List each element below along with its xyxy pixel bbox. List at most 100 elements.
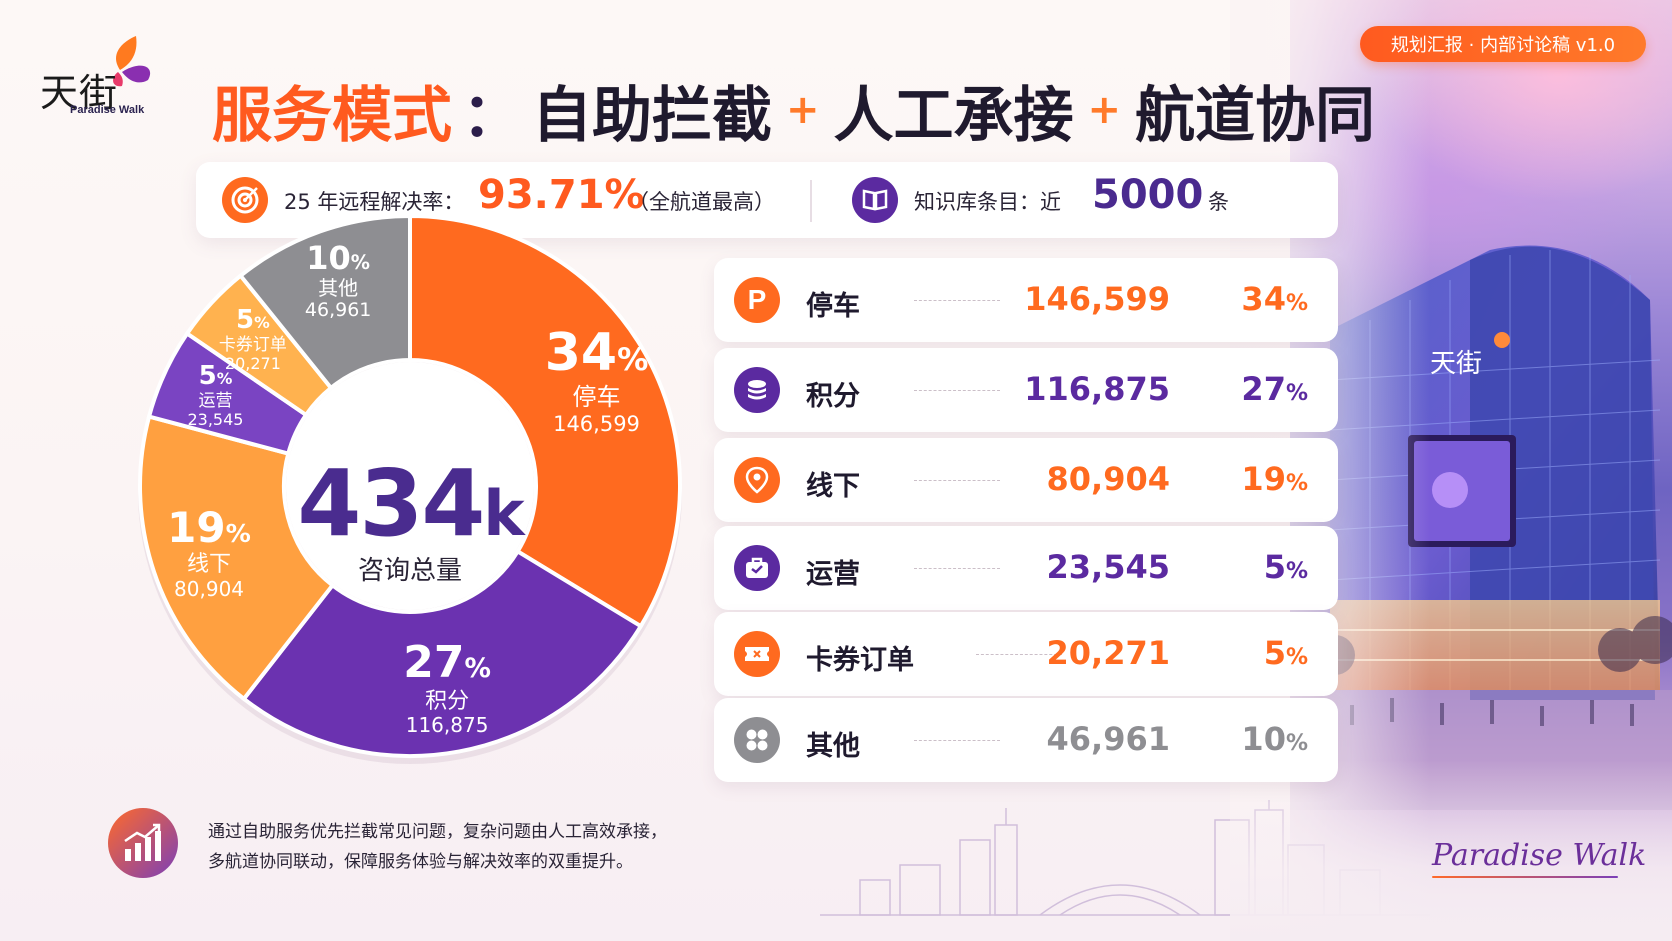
list-row-pct: 10% bbox=[1241, 720, 1308, 758]
butterfly-logo-icon bbox=[113, 36, 151, 87]
mall-photo: 天街 bbox=[1274, 0, 1672, 941]
list-row-leader bbox=[914, 480, 1000, 481]
grid-icon bbox=[734, 717, 780, 763]
list-row-leader bbox=[914, 300, 1000, 301]
location-pin-icon bbox=[734, 457, 780, 503]
donut-label-pct-value: 5 bbox=[236, 304, 255, 335]
list-row-name: 卡券订单 bbox=[806, 645, 914, 676]
donut-label-pct-suffix: % bbox=[464, 653, 491, 685]
list-row-3: 运营 23,545 5% bbox=[714, 526, 1338, 610]
list-row-pct-suffix: % bbox=[1285, 471, 1308, 496]
script-logo-underline bbox=[1432, 876, 1618, 878]
list-row-name: 运营 bbox=[806, 559, 860, 590]
list-row-pct-suffix: % bbox=[1285, 559, 1308, 584]
donut-label-name: 其他 bbox=[318, 276, 359, 301]
donut-label-pct-suffix: % bbox=[225, 519, 251, 549]
donut-label-value: 23,545 bbox=[187, 410, 244, 430]
list-row-pct-suffix: % bbox=[1285, 645, 1308, 670]
page-title: 服务模式 ： 自助拦截 + 人工承接 + 航道协同 bbox=[212, 70, 1375, 151]
donut-center bbox=[286, 362, 534, 610]
list-row-count: 146,599 bbox=[1024, 280, 1170, 318]
ticket-icon bbox=[734, 631, 780, 677]
list-row-count: 20,271 bbox=[1046, 634, 1170, 672]
list-row-0: P 停车 146,599 34% bbox=[714, 258, 1338, 342]
donut-label-value: 116,875 bbox=[405, 713, 489, 738]
list-row-pct-value: 5 bbox=[1263, 634, 1286, 672]
center-total-value: 434 bbox=[297, 450, 485, 557]
donut-label-value: 20,271 bbox=[224, 354, 281, 374]
list-row-name: 线下 bbox=[806, 471, 860, 502]
list-row-pct: 34% bbox=[1241, 280, 1308, 318]
list-row-pct: 5% bbox=[1264, 548, 1308, 586]
donut-slice-5 bbox=[237, 213, 412, 391]
donut-label-name: 积分 bbox=[425, 688, 470, 714]
donut-label-pct-suffix: % bbox=[350, 251, 371, 275]
list-row-pct-value: 34 bbox=[1241, 280, 1286, 318]
list-row-count: 116,875 bbox=[1024, 370, 1170, 408]
donut-label-name: 线下 bbox=[187, 552, 232, 578]
list-row-2: 线下 80,904 19% bbox=[714, 438, 1338, 522]
list-row-pct: 19% bbox=[1241, 460, 1308, 498]
donut-label-pct: 10% bbox=[263, 240, 413, 277]
list-row-count: 46,961 bbox=[1046, 720, 1170, 758]
donut-label-pct: 27% bbox=[372, 637, 522, 689]
donut-label-value: 146,599 bbox=[553, 411, 640, 436]
list-row-1: 积分 116,875 27% bbox=[714, 348, 1338, 432]
title-plus-2: + bbox=[1087, 87, 1122, 133]
briefcase-icon bbox=[734, 545, 780, 591]
list-row-pct-suffix: % bbox=[1285, 291, 1308, 316]
title-plus-1: + bbox=[786, 87, 820, 133]
book-icon bbox=[852, 177, 898, 223]
list-row-leader bbox=[914, 390, 1000, 391]
list-row-4: 卡券订单 20,271 5% bbox=[714, 612, 1338, 696]
list-row-pct: 5% bbox=[1264, 634, 1308, 672]
donut-chart bbox=[138, 213, 682, 764]
donut-label-pct: 19% bbox=[134, 503, 284, 552]
svg-text:天街: 天街 bbox=[1430, 349, 1482, 379]
center-caption: 咨询总量 bbox=[357, 556, 462, 586]
donut-label-pct-suffix: % bbox=[617, 342, 649, 379]
list-row-leader bbox=[914, 740, 1000, 741]
center-total: 434k bbox=[285, 450, 535, 557]
stats-divider bbox=[810, 180, 812, 222]
title-part1: 服务模式 bbox=[212, 80, 452, 151]
title-colon: ： bbox=[462, 80, 522, 151]
list-row-name: 积分 bbox=[806, 381, 860, 412]
list-row-count: 23,545 bbox=[1046, 548, 1170, 586]
list-row-leader bbox=[976, 654, 1062, 655]
coins-icon bbox=[734, 367, 780, 413]
list-row-pct-suffix: % bbox=[1285, 731, 1308, 756]
knowledge-base-label: 知识库条目：近 bbox=[914, 190, 1061, 214]
title-part2: 自助拦截 bbox=[532, 80, 772, 151]
donut-label-value: 46,961 bbox=[304, 299, 372, 322]
list-row-pct-value: 10 bbox=[1241, 720, 1286, 758]
donut-label-pct-suffix: % bbox=[254, 313, 270, 332]
summary-note-line2: 多航道协同联动，保障服务体验与解决效率的双重提升。 bbox=[208, 851, 633, 872]
donut-slice-2 bbox=[138, 414, 336, 702]
knowledge-base-value: 5000 bbox=[1092, 172, 1204, 218]
list-row-name: 其他 bbox=[806, 731, 860, 762]
donut-label-name: 运营 bbox=[198, 390, 233, 411]
donut-label-pct-value: 5 bbox=[198, 361, 217, 392]
donut-label-5: 10% 其他 46,961 bbox=[263, 240, 413, 322]
logo-english: Paradise Walk bbox=[70, 104, 145, 116]
donut-label-value: 80,904 bbox=[174, 576, 245, 601]
donut-label-pct-value: 10 bbox=[306, 239, 351, 278]
list-row-pct-value: 27 bbox=[1241, 370, 1286, 408]
summary-note: 通过自助服务优先拦截常见问题，复杂问题由人工高效承接， 多航道协同联动，保障服务… bbox=[208, 818, 667, 878]
donut-label-0: 34% 停车 146,599 bbox=[522, 323, 672, 436]
title-part4: 航道协同 bbox=[1135, 80, 1376, 151]
logo-chinese: 天街 bbox=[40, 71, 119, 115]
parking-icon: P bbox=[734, 277, 780, 323]
script-logo: Paradise Walk bbox=[1432, 838, 1647, 873]
donut-slice-1 bbox=[241, 548, 644, 758]
donut-label-name: 停车 bbox=[572, 382, 621, 411]
list-row-pct-value: 19 bbox=[1241, 460, 1286, 498]
growth-chart-icon bbox=[108, 808, 178, 878]
knowledge-base-unit: 条 bbox=[1208, 190, 1229, 214]
summary-note-line1: 通过自助服务优先拦截常见问题，复杂问题由人工高效承接， bbox=[208, 822, 667, 842]
list-row-pct-value: 5 bbox=[1263, 548, 1286, 586]
list-row-5: 其他 46,961 10% bbox=[714, 698, 1338, 782]
donut-label-1: 27% 积分 116,875 bbox=[372, 637, 522, 738]
